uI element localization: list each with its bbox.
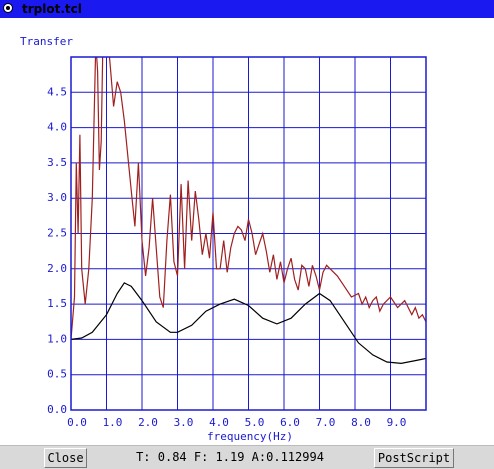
y-tick-label: 0.0 (47, 403, 67, 416)
button-bar: Close T: 0.84 F: 1.19 A:0.112994 PostScr… (0, 445, 494, 469)
chart: Transfer frequency(Hz) 0.0 0.5 1.0 1.5 2.0 2.… (20, 35, 427, 443)
y-axis-label: Transfer (20, 35, 73, 48)
x-tick-label: 0.0 (67, 416, 87, 429)
data-line (71, 57, 426, 340)
plot-frame (70, 56, 427, 411)
window-menu-icon[interactable] (3, 3, 13, 13)
y-tick-label: 1.5 (47, 297, 67, 310)
x-tick-label: 3.0 (174, 416, 194, 429)
window-title: trplot.tcl (22, 2, 82, 16)
x-tick-label: 4.0 (209, 416, 229, 429)
x-axis-label: frequency(Hz) (207, 430, 293, 443)
x-tick-label: 5.0 (245, 416, 265, 429)
x-tick-label: 7.0 (316, 416, 336, 429)
data-line (71, 282, 426, 365)
postscript-button[interactable]: PostScript (374, 448, 454, 468)
y-tick-label: 4.0 (47, 121, 67, 134)
x-tick-label: 1.0 (103, 416, 123, 429)
close-button[interactable]: Close (44, 448, 87, 468)
y-tick-label: 2.5 (47, 227, 67, 240)
x-tick-label: 9.0 (387, 416, 407, 429)
y-tick-label: 2.0 (47, 262, 67, 275)
status-label: T: 0.84 F: 1.19 A:0.112994 (136, 450, 324, 464)
title-bar: trplot.tcl (0, 0, 494, 18)
x-tick-label: 6.0 (280, 416, 300, 429)
x-tick-label: 2.0 (138, 416, 158, 429)
y-tick-label: 3.5 (47, 156, 67, 169)
y-tick-label: 1.0 (47, 332, 67, 345)
x-tick-label: 8.0 (351, 416, 371, 429)
y-tick-label: 3.0 (47, 191, 67, 204)
y-tick-label: 0.5 (47, 368, 67, 381)
y-tick-label: 4.5 (47, 85, 67, 98)
